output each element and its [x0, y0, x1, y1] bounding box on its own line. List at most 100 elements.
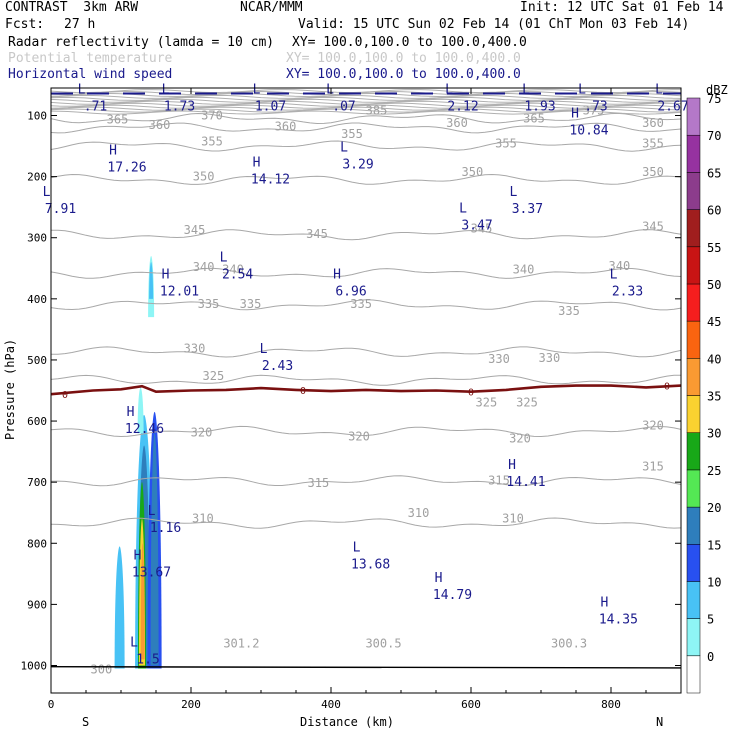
wind-max-mark: H: [571, 107, 579, 122]
surface-theta-label: 300.3: [551, 636, 587, 650]
theta-label: 340: [193, 260, 215, 274]
theta-contour-upper: [51, 92, 681, 98]
colorbar-tick-label: 60: [707, 204, 721, 218]
wind-min-mark: L: [220, 250, 228, 265]
colorbar-tick-label: 15: [707, 538, 721, 552]
theta-label: 360: [275, 119, 297, 133]
theta-label: 315: [642, 460, 664, 474]
theta-label: 340: [222, 262, 244, 276]
surface-theta-label: 301.2: [223, 636, 259, 650]
wind-min-mark: L: [655, 82, 663, 97]
zero-line-label: 0: [300, 386, 306, 397]
wind-extremum-value: 10.84: [569, 124, 608, 139]
theta-contour: [51, 267, 681, 279]
zero-line-label: 0: [664, 382, 670, 393]
wind-extremum-value: 3.37: [512, 202, 543, 217]
colorbar-tick-label: 75: [707, 92, 721, 106]
reflectivity-cell: [114, 546, 125, 669]
colorbar-tick-label: 45: [707, 315, 721, 329]
theta-contour: [51, 517, 681, 529]
wind-min-mark: L: [130, 635, 138, 650]
theta-label: 345: [184, 223, 206, 237]
wind-extremum-value: 1.16: [150, 521, 181, 536]
zero-line-label: 0: [468, 388, 474, 399]
field-name-theta: Potential temperature: [8, 51, 173, 66]
theta-label: 320: [348, 430, 370, 444]
wind-extremum-value: 17.26: [107, 160, 146, 175]
wind-extremum-value: 2.12: [447, 99, 478, 114]
theta-label: 360: [149, 118, 171, 132]
theta-label: 350: [462, 165, 484, 179]
theta-contour: [51, 425, 681, 438]
theta-label: 320: [509, 432, 531, 446]
theta-label: 325: [203, 369, 225, 383]
colorbar-tick-label: 30: [707, 427, 721, 441]
wind-min-mark: L: [459, 201, 467, 216]
theta-label: 350: [642, 165, 664, 179]
wind-extremum-value: 6.96: [335, 284, 366, 299]
wind-extremum-value: 14.79: [433, 588, 472, 603]
theta-label: 365: [107, 113, 129, 127]
colorbar-swatch: [686, 358, 701, 396]
theta-contour-upper: [51, 110, 681, 115]
theta-contour: [51, 173, 681, 185]
colorbar-swatch: [686, 209, 701, 248]
colorbar-swatch: [686, 134, 701, 173]
colorbar-swatch: [686, 283, 701, 322]
colorbar-unit: dBZ: [706, 83, 728, 97]
theta-label: 310: [408, 506, 430, 520]
colorbar-tick-label: 40: [707, 352, 721, 366]
wind-max-mark: H: [109, 143, 117, 158]
theta-layer: 365 370 385 365 375 360 360 360 360 355 355 355 355 3…: [51, 89, 681, 677]
field-xy-wind: XY= 100.0,100.0 to 100.0,400.0: [286, 67, 521, 82]
wind-max-mark: H: [508, 458, 516, 473]
colorbar-tick-label: 70: [707, 129, 721, 143]
wind-extremum-value: 1.73: [164, 99, 195, 114]
theta-contour: [51, 122, 681, 134]
theta-label: 320: [191, 425, 213, 439]
theta-label: 315: [308, 476, 330, 490]
theta-label: 355: [495, 136, 517, 150]
colorbar-tick-label: 5: [707, 613, 714, 627]
theta-label: 340: [609, 259, 631, 273]
colorbar-swatch: [686, 469, 701, 508]
theta-contour-upper: [51, 96, 681, 101]
theta-label: 330: [488, 352, 510, 366]
x-tick-label: 600: [461, 698, 481, 711]
theta-label: 335: [198, 297, 220, 311]
reflectivity-cell: [137, 387, 144, 434]
init-time: Init: 12 UTC Sat 01 Feb 14: [520, 0, 724, 15]
wind-min-mark: L: [578, 82, 586, 97]
field-name-reflectivity: Radar reflectivity (lamda = 10 cm): [8, 35, 275, 50]
theta-contour-upper: [51, 108, 681, 113]
x-tick-label: 0: [48, 698, 55, 711]
wind-max-mark: H: [134, 549, 142, 564]
theta-label: 335: [350, 297, 372, 311]
reflectivity-cell: [149, 262, 154, 299]
y-tick-label: 200: [27, 171, 47, 184]
wind-extremum-value: 13.68: [351, 558, 390, 573]
reflectivity-layer: [114, 256, 162, 669]
theta-label: 350: [193, 169, 215, 183]
theta-contour-upper: [51, 94, 681, 99]
wind-extremum-value: 3.29: [342, 157, 373, 172]
theta-contour: [51, 346, 681, 358]
theta-label: 355: [341, 127, 363, 141]
x-tick-label: 400: [321, 698, 341, 711]
theta-label: 370: [201, 108, 223, 122]
theta-contour: [51, 229, 681, 241]
x-tick-label: 800: [601, 698, 621, 711]
wind-extremum-value: 14.41: [506, 475, 545, 490]
wind-min-mark: L: [253, 82, 261, 97]
zero-line-layer: 0 0 0 0: [51, 382, 681, 401]
wind-min-mark: L: [610, 267, 618, 282]
wind-min-mark: L: [162, 82, 170, 97]
x-tick-label: 200: [181, 698, 201, 711]
theta-label: 375: [583, 103, 605, 117]
theta-label: 360: [642, 116, 664, 130]
theta-contour-upper: [51, 98, 681, 103]
wind-max-mark: H: [600, 596, 608, 611]
colorbar-swatch: [686, 395, 701, 433]
wind-extremum-value: 13.67: [132, 566, 171, 581]
wind-min-mark: L: [522, 82, 530, 97]
